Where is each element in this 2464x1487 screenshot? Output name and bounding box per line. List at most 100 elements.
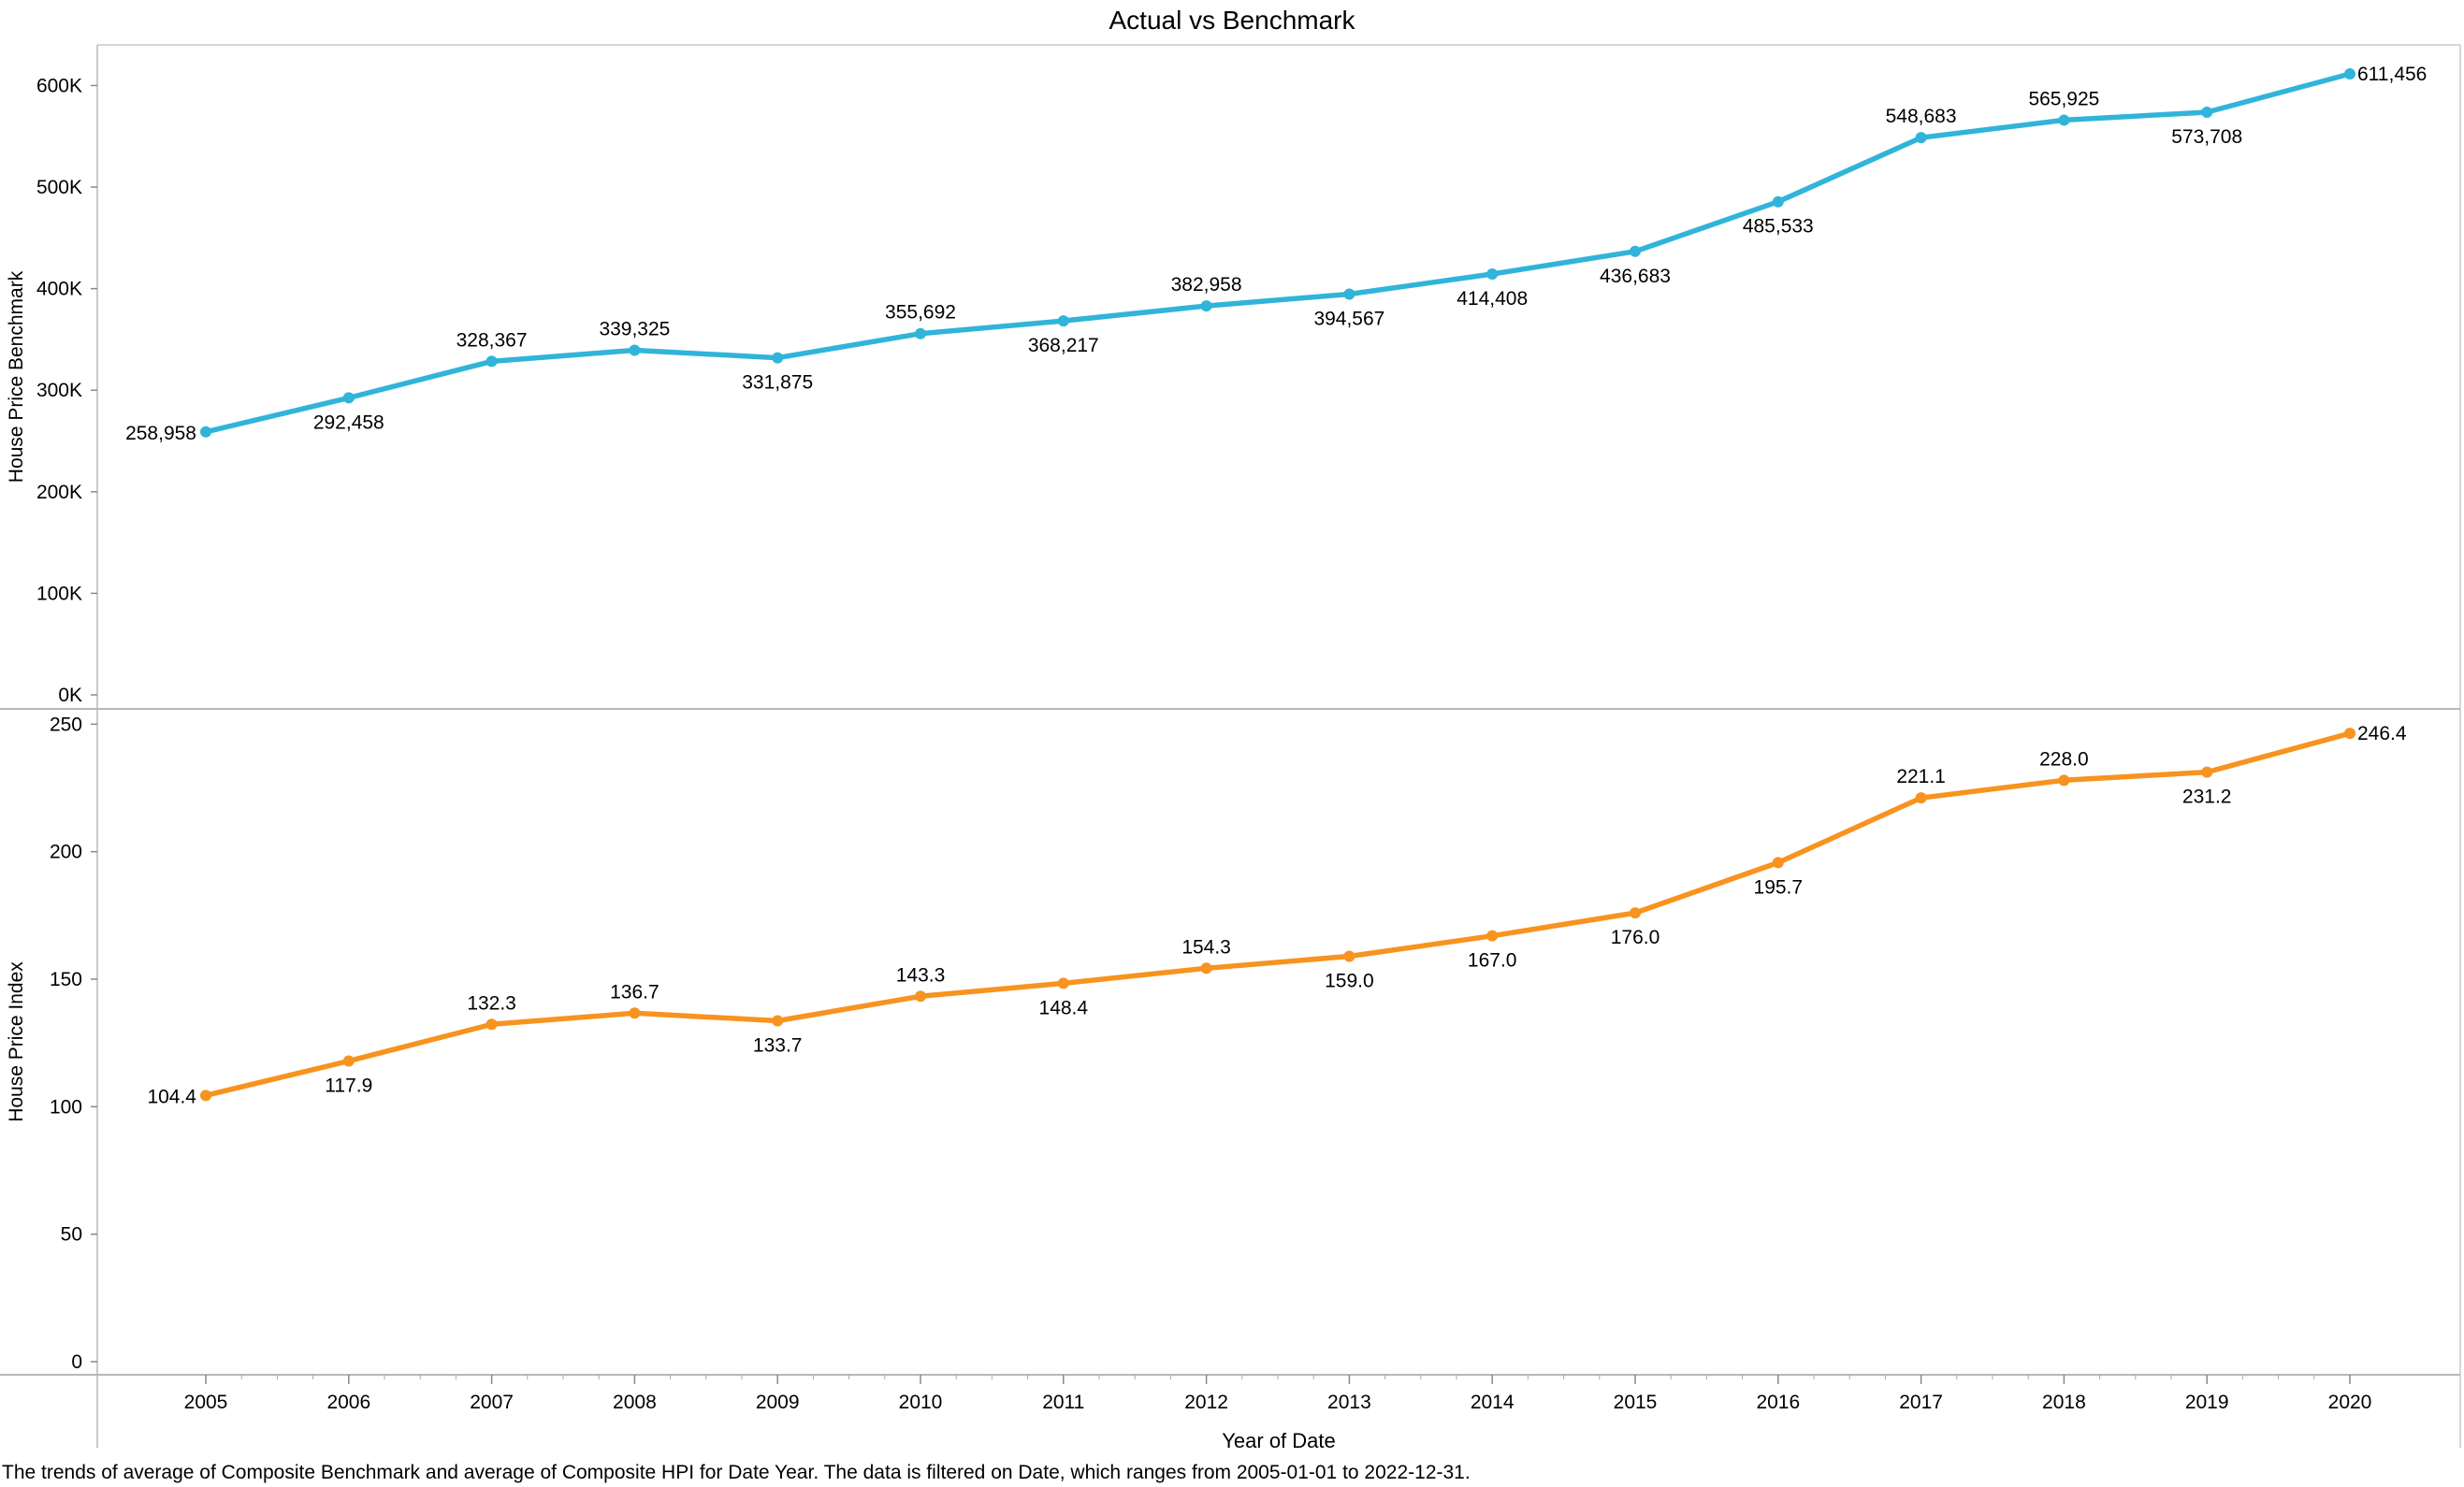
y-tick-label: 200 (50, 842, 82, 863)
data-point (1200, 300, 1212, 312)
x-tick-label: 2016 (1756, 1392, 1800, 1413)
data-label: 382,958 (1171, 274, 1242, 296)
data-point (486, 1018, 498, 1031)
data-label: 414,408 (1457, 288, 1528, 310)
data-point (2058, 114, 2070, 126)
data-point (772, 352, 784, 364)
data-label: 228.0 (2039, 748, 2089, 770)
data-label: 195.7 (1754, 876, 1804, 898)
data-point (629, 1007, 641, 1019)
data-point (2201, 106, 2213, 118)
y-tick-label: 100 (50, 1096, 82, 1118)
series-line (203, 730, 2353, 1099)
x-tick-label: 2020 (2328, 1392, 2372, 1413)
data-label: 148.4 (1039, 997, 1089, 1018)
data-point (1630, 907, 1641, 919)
data-point (1772, 195, 1784, 208)
data-point (915, 990, 926, 1003)
data-point (772, 1015, 784, 1027)
data-point (1915, 792, 1927, 804)
data-point (1772, 857, 1784, 869)
x-tick-label: 2007 (470, 1392, 514, 1413)
x-tick-label: 2015 (1614, 1392, 1658, 1413)
data-point (1486, 267, 1499, 280)
x-tick-label: 2013 (1327, 1392, 1371, 1413)
y-axis-title: House Price Index (6, 961, 27, 1122)
data-label: 565,925 (2028, 88, 2099, 109)
y-tick-label: 200K (36, 482, 82, 503)
y-tick-label: 400K (36, 279, 82, 300)
y-tick-label: 150 (50, 969, 82, 990)
y-axis-title: House Price Benchmark (6, 270, 27, 483)
y-tick-label: 100K (36, 583, 82, 604)
x-axis-title: Year of Date (1222, 1429, 1336, 1452)
data-point (2344, 728, 2355, 740)
data-label: 154.3 (1181, 936, 1231, 958)
y-tick-label: 300K (36, 380, 82, 401)
data-label: 485,533 (1743, 216, 1814, 238)
data-label: 331,875 (742, 372, 813, 394)
y-tick-label: 0 (71, 1351, 82, 1373)
x-tick-label: 2018 (2042, 1392, 2086, 1413)
x-tick-label: 2008 (613, 1392, 657, 1413)
data-label: 246.4 (2357, 723, 2407, 744)
chart-title: Actual vs Benchmark (1109, 6, 1355, 35)
data-label: 176.0 (1611, 927, 1660, 948)
x-tick-label: 2019 (2185, 1392, 2229, 1413)
data-label: 368,217 (1028, 335, 1099, 356)
y-tick-label: 0K (58, 685, 82, 706)
x-tick-label: 2005 (184, 1392, 228, 1413)
data-point (1343, 288, 1355, 300)
data-label: 167.0 (1468, 950, 1517, 972)
data-label: 133.7 (753, 1034, 803, 1056)
data-point (1343, 950, 1355, 962)
data-label: 573,708 (2171, 126, 2242, 148)
data-label: 394,567 (1313, 309, 1384, 330)
x-tick-label: 2014 (1471, 1392, 1515, 1413)
x-tick-label: 2017 (1899, 1392, 1943, 1413)
x-tick-label: 2006 (326, 1392, 370, 1413)
data-label: 104.4 (147, 1086, 196, 1107)
data-point (2058, 774, 2070, 787)
data-point (1630, 245, 1641, 257)
data-point (1486, 930, 1499, 942)
x-tick-label: 2011 (1042, 1392, 1084, 1413)
series-line (203, 71, 2353, 435)
data-point (342, 1055, 355, 1067)
chart-caption: The trends of average of Composite Bench… (2, 1462, 1471, 1483)
data-point (2201, 766, 2213, 778)
x-tick-label: 2009 (756, 1392, 800, 1413)
data-point (1915, 132, 1927, 144)
data-label: 328,367 (457, 329, 528, 351)
data-label: 355,692 (885, 302, 956, 324)
y-tick-label: 50 (61, 1224, 82, 1246)
data-point (200, 1090, 211, 1102)
data-label: 436,683 (1600, 266, 1671, 287)
data-point (342, 392, 355, 404)
data-point (629, 344, 641, 356)
y-tick-label: 500K (36, 177, 82, 198)
data-label: 339,325 (599, 319, 670, 340)
data-label: 548,683 (1886, 106, 1957, 127)
data-label: 231.2 (2182, 787, 2232, 808)
data-point (1200, 962, 1212, 974)
data-point (200, 426, 211, 438)
x-tick-label: 2010 (899, 1392, 943, 1413)
data-label: 117.9 (325, 1076, 372, 1097)
data-label: 292,458 (313, 411, 384, 433)
x-tick-label: 2012 (1184, 1392, 1228, 1413)
data-point (915, 327, 926, 339)
data-label: 611,456 (2357, 64, 2427, 85)
data-label: 159.0 (1325, 970, 1374, 991)
data-point (486, 355, 498, 368)
data-label: 143.3 (896, 964, 946, 986)
data-point (1057, 977, 1069, 989)
y-tick-label: 600K (36, 75, 82, 96)
data-label: 136.7 (610, 981, 659, 1003)
data-label: 258,958 (125, 423, 196, 444)
data-label: 132.3 (467, 992, 516, 1014)
data-point (1057, 315, 1069, 327)
data-point (2344, 67, 2355, 79)
